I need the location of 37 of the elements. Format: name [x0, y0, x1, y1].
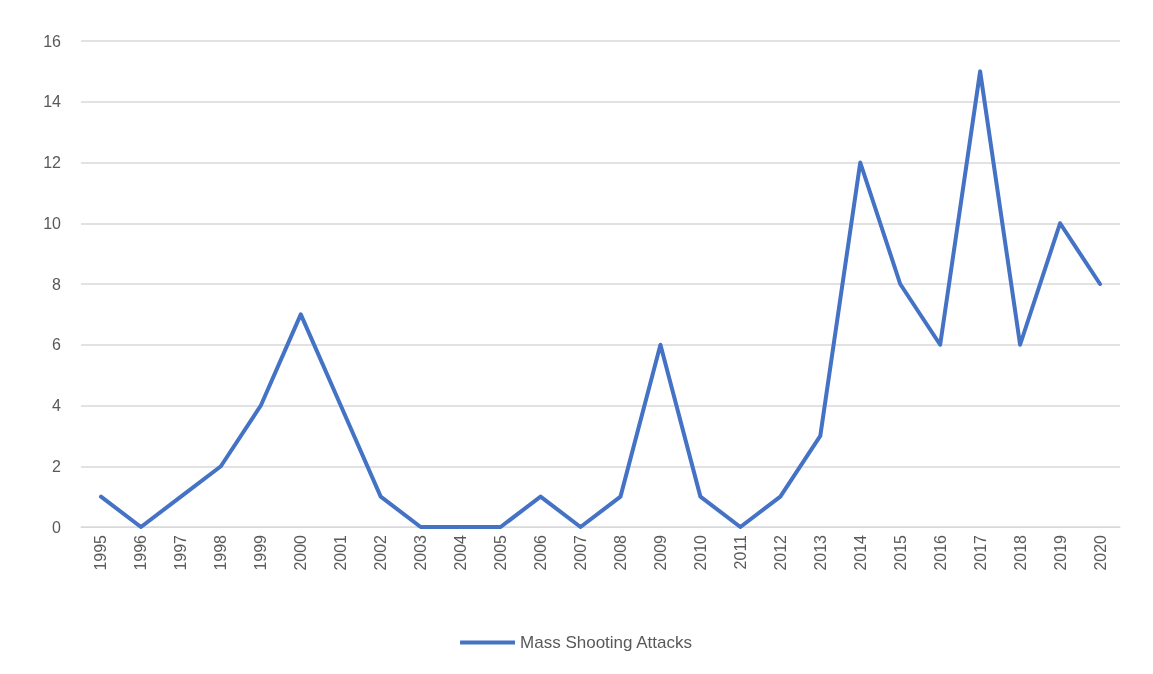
y-tick-label: 10: [43, 214, 62, 232]
x-tick-label: 2004: [452, 534, 470, 571]
x-tick-label: 2019: [1051, 534, 1069, 571]
x-tick-label: 2009: [651, 534, 669, 571]
x-tick-label: 2010: [691, 534, 709, 571]
x-tick-label: 2008: [611, 534, 629, 571]
x-tick-label: 2011: [731, 534, 749, 570]
x-tick-label: 2007: [572, 534, 590, 571]
x-tick-label: 1995: [92, 534, 110, 571]
y-tick-label: 4: [52, 397, 62, 414]
y-tick-label: 12: [43, 154, 62, 171]
x-tick-label: 1996: [132, 534, 150, 571]
x-tick-label: 1997: [172, 534, 190, 571]
x-tick-label: 2018: [1011, 534, 1029, 571]
y-tick-label: 6: [52, 336, 62, 354]
x-tick-label: 2013: [811, 534, 829, 571]
y-tick-label: 2: [52, 457, 62, 475]
x-tick-label: 2012: [771, 534, 789, 571]
x-tick-label: 2000: [292, 534, 310, 571]
y-tick-label: 14: [43, 93, 62, 111]
y-tick-label: 8: [52, 275, 62, 293]
x-tick-label: 2014: [851, 534, 869, 571]
x-tick-label: 2020: [1091, 534, 1109, 571]
x-tick-label: 2006: [532, 534, 550, 571]
x-tick-label: 1998: [212, 534, 230, 571]
x-tick-label: 2002: [372, 534, 390, 571]
x-tick-label: 2003: [412, 534, 430, 571]
x-tick-label: 2015: [891, 534, 909, 571]
x-tick-label: 2005: [492, 534, 510, 571]
y-tick-label: 16: [43, 32, 62, 50]
x-tick-label: 2016: [931, 534, 949, 571]
x-tick-label: 1999: [252, 534, 270, 571]
y-tick-label: 0: [52, 518, 62, 536]
x-tick-label: 2001: [332, 534, 350, 571]
legend-label: Mass Shooting Attacks: [520, 633, 693, 652]
line-series: [98, 69, 1103, 529]
x-tick-label: 2017: [971, 534, 989, 571]
